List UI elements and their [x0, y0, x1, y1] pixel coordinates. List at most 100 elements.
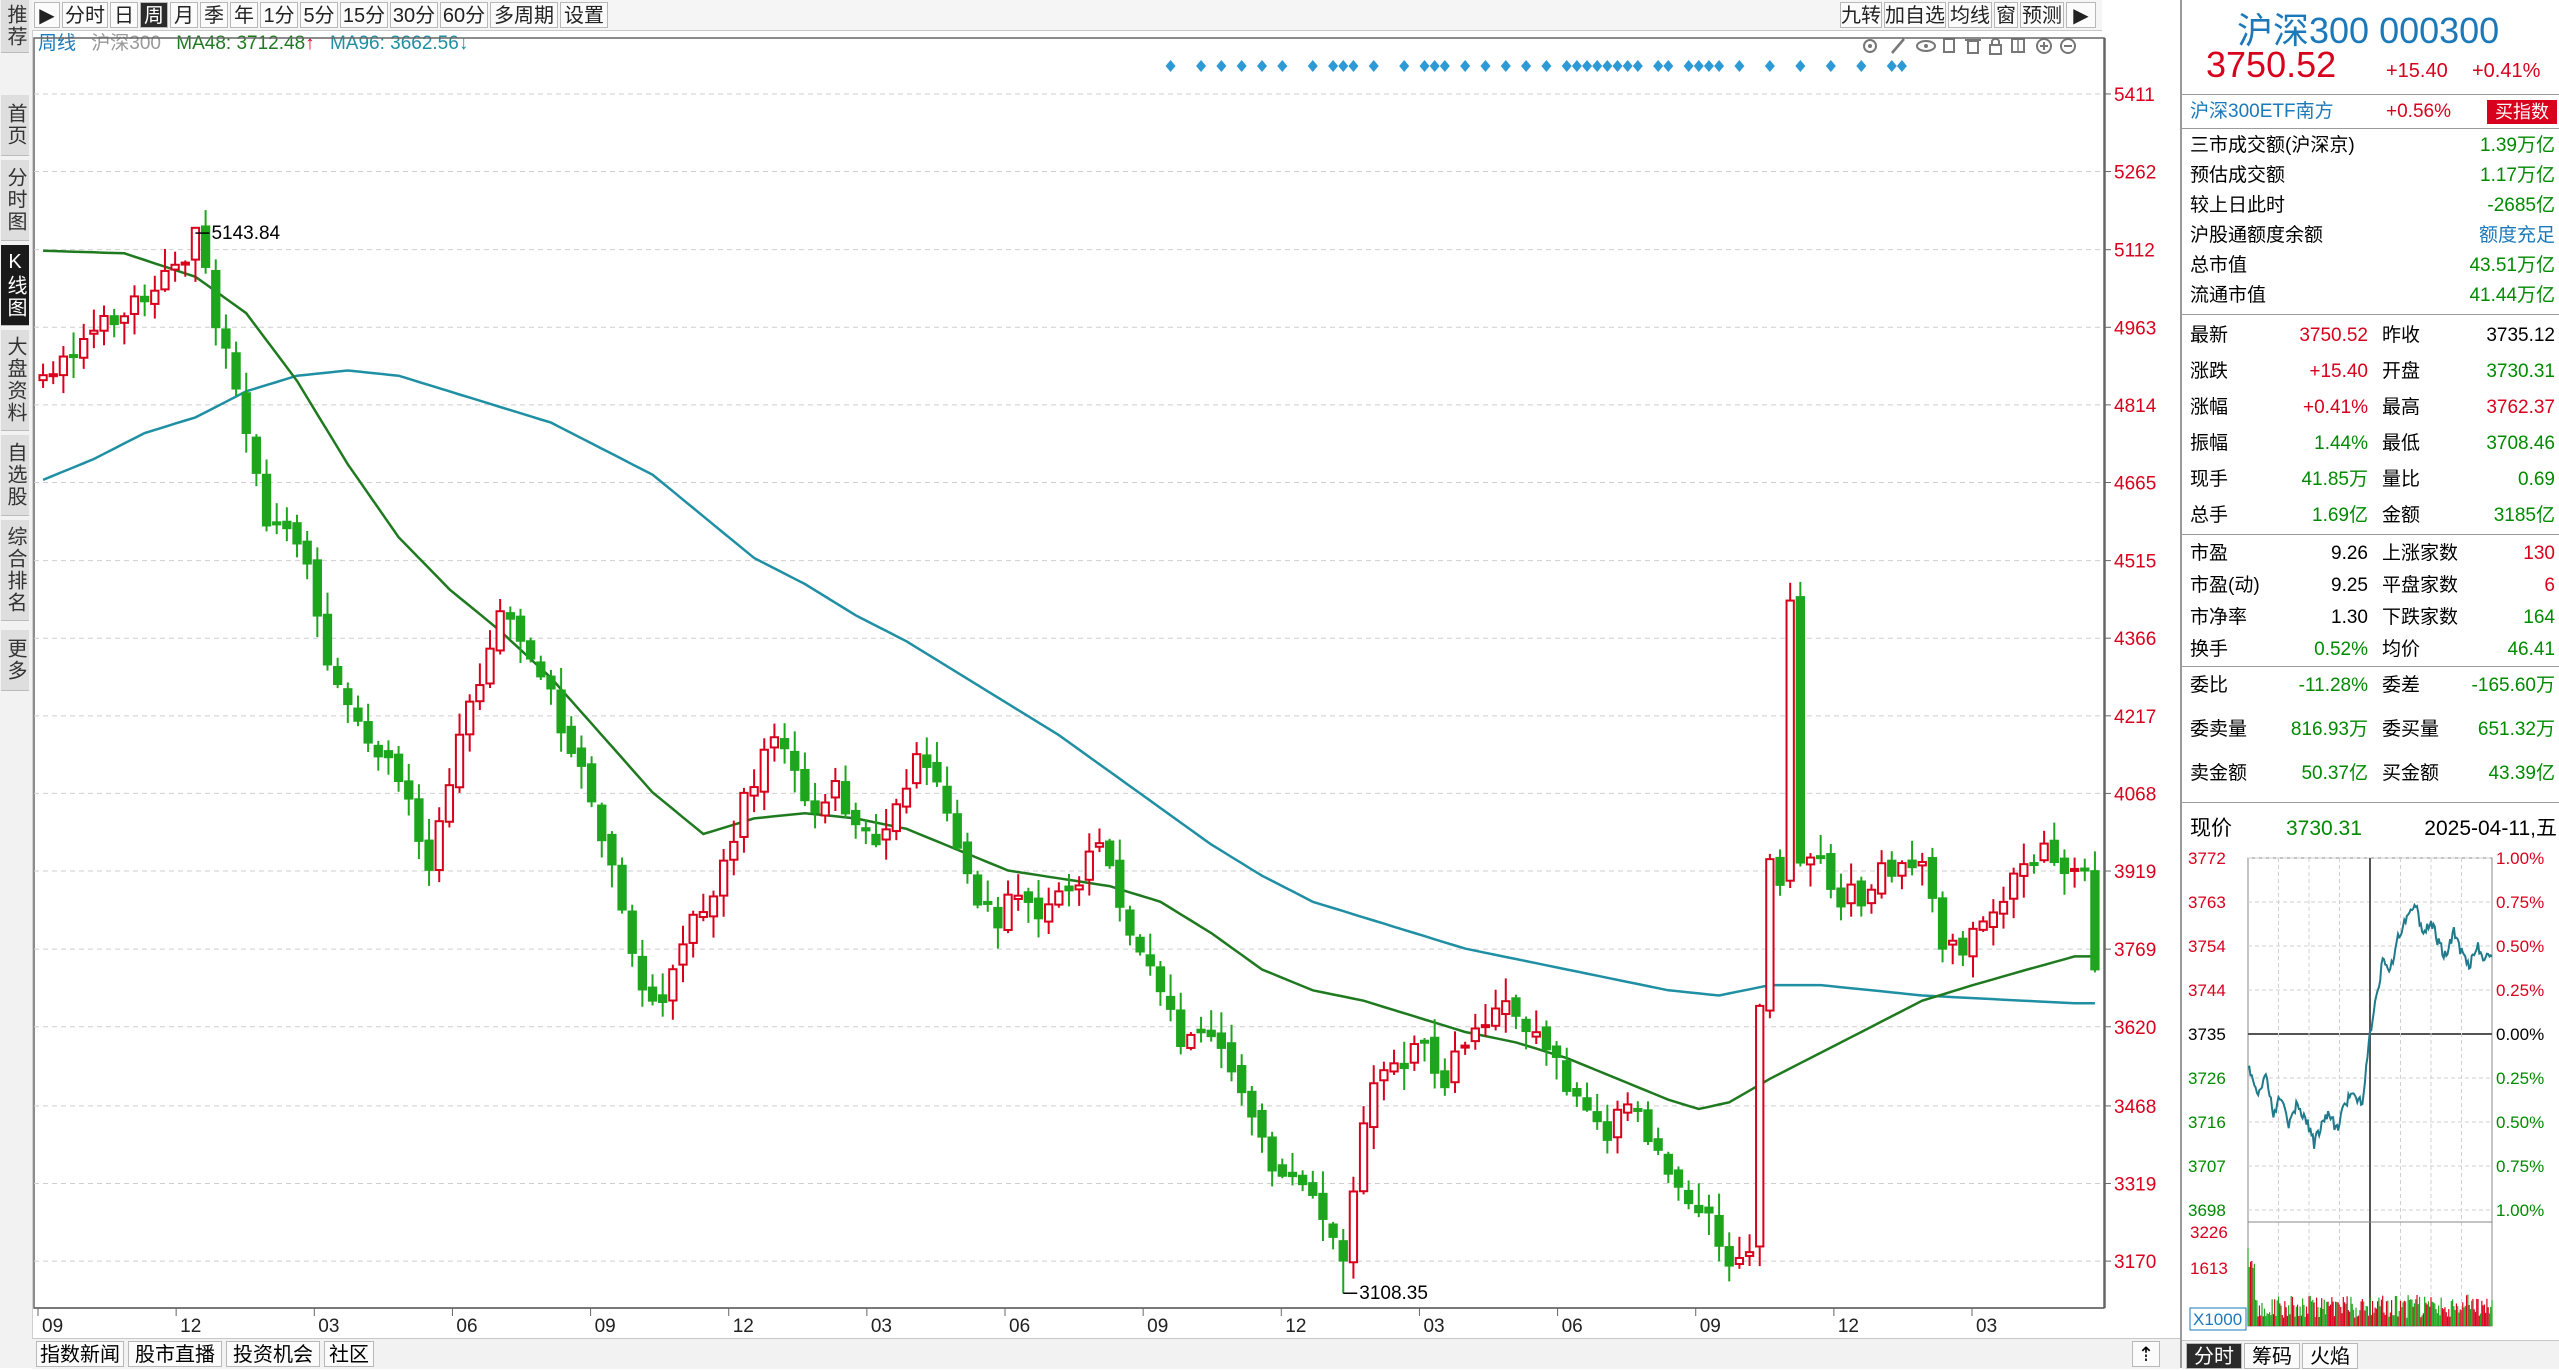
tab-multi-period[interactable]: 多周期: [490, 2, 558, 28]
buy-index-button[interactable]: 买指数: [2487, 100, 2557, 124]
candle: [495, 599, 505, 655]
quote-value: 3730.31: [2486, 361, 2555, 382]
candle-body: [129, 295, 140, 315]
sidebar-item-more[interactable]: 更多: [1, 630, 29, 691]
candle-body: [1846, 883, 1856, 905]
candle: [1287, 1153, 1298, 1186]
tab-5min[interactable]: 5分: [300, 2, 338, 28]
index-price: 3750.52: [2206, 44, 2337, 85]
zoom-in-icon[interactable]: [2036, 38, 2052, 54]
stats-label: 均价: [2382, 639, 2421, 660]
tab-yearly[interactable]: 年: [230, 2, 258, 28]
eye-icon[interactable]: [1916, 40, 1936, 52]
tab-15min[interactable]: 15分: [340, 2, 388, 28]
kline-chart[interactable]: 5411 5262 5112 4963 4814 4665 4515 4366 4217 4068…: [0, 0, 2180, 1338]
info-label: 三市成交额(沪深京): [2190, 135, 2355, 156]
candle-body: [1734, 1257, 1745, 1266]
sidebar-item-recommend[interactable]: 推荐: [1, 0, 29, 53]
candle: [1592, 1093, 1602, 1130]
sidebar-item-market-info[interactable]: 大盘资料: [1, 330, 29, 431]
settings-button[interactable]: 设置: [560, 2, 608, 28]
quote-row: 涨幅 +0.41% 最高 3762.37: [2186, 394, 2559, 422]
x-tick-label: 09: [1700, 1316, 1721, 1337]
copy-icon[interactable]: [1943, 38, 1955, 53]
candle-body: [1369, 1082, 1379, 1129]
tab-index-news[interactable]: 指数新闻: [36, 1341, 124, 1367]
candle-body: [1074, 884, 1084, 891]
sidebar-item-home[interactable]: 首页: [1, 95, 29, 156]
gear-icon[interactable]: [1863, 39, 1877, 53]
candle-body: [1988, 911, 1999, 928]
tab-30min[interactable]: 30分: [390, 2, 438, 28]
etf-name[interactable]: 沪深300ETF南方: [2190, 101, 2334, 122]
candle-body: [343, 688, 353, 706]
candle-body: [911, 753, 922, 785]
sidebar-item-kline[interactable]: K线图: [1, 245, 29, 326]
lock-icon[interactable]: [1989, 37, 2002, 55]
collapse-arrow-icon[interactable]: ▶: [34, 2, 60, 28]
candle-body: [637, 955, 648, 991]
tab-60min[interactable]: 60分: [440, 2, 488, 28]
signal-marker: [1256, 60, 1267, 72]
candle-body: [1633, 1107, 1643, 1112]
grid-icon[interactable]: [2011, 38, 2025, 53]
intraday-chart[interactable]: 3772 1.00% 3763 0.75% 3754 0.50% 3744 0.25% 3735…: [2182, 850, 2559, 1340]
candle: [830, 767, 841, 811]
tab-weekly[interactable]: 周: [140, 2, 168, 28]
tab-monthly[interactable]: 月: [170, 2, 198, 28]
zoom-out-icon[interactable]: [2060, 38, 2076, 54]
signal-marker: [1419, 60, 1430, 72]
sidebar-item-ranking[interactable]: 综合排名: [1, 520, 29, 621]
sidebar-item-timeshare[interactable]: 分时图: [1, 160, 29, 241]
signal-marker: [1480, 60, 1491, 72]
candle: [1623, 1092, 1633, 1122]
forecast-button[interactable]: 预测: [2020, 2, 2064, 28]
sidebar-item-watchlist[interactable]: 自选股: [1, 435, 29, 516]
period-toolbar: ▶ 分时 日 周 月 季 年 1分 5分 15分 30分 60分 多周期 设置 …: [32, 0, 2102, 31]
candle-body: [718, 859, 729, 897]
tab-chips[interactable]: 筹码: [2244, 1343, 2300, 1369]
candle-body: [1998, 900, 2009, 915]
zoom-box[interactable]: [2189, 1307, 2247, 1331]
candle-body: [1683, 1189, 1694, 1205]
tab-flame[interactable]: 火焰: [2302, 1343, 2358, 1369]
candle-body: [1206, 1029, 1216, 1038]
tab-intraday[interactable]: 分时: [2186, 1343, 2242, 1369]
x-tick-label: 03: [871, 1316, 892, 1337]
add-watchlist-button[interactable]: 加自选: [1884, 2, 1946, 28]
quote-value: +0.41%: [2303, 397, 2368, 418]
expand-arrow-icon[interactable]: ▶: [2066, 2, 2096, 28]
tab-1min[interactable]: 1分: [260, 2, 298, 28]
tab-quarterly[interactable]: 季: [200, 2, 228, 28]
candle-body: [1755, 1004, 1765, 1248]
chart-tools: [1863, 37, 2076, 55]
info-label: 沪股通额度余额: [2190, 225, 2324, 246]
x-tick-label: 09: [595, 1316, 616, 1337]
signal-marker: [1307, 60, 1318, 72]
pin-top-icon[interactable]: ⇡: [2132, 1341, 2160, 1367]
candle: [942, 766, 952, 822]
signal-marker: [1439, 60, 1450, 72]
tab-daily[interactable]: 日: [110, 2, 138, 28]
candle-body: [1328, 1223, 1338, 1238]
candle: [1003, 880, 1013, 934]
tab-live[interactable]: 股市直播: [128, 1341, 222, 1367]
nine-turn-button[interactable]: 九转: [1840, 2, 1882, 28]
tab-timeshare[interactable]: 分时: [62, 2, 108, 28]
trash-icon[interactable]: [1965, 39, 1981, 54]
stats-label: 市盈: [2190, 543, 2229, 564]
x-tick-label: 09: [1147, 1316, 1168, 1337]
etf-row[interactable]: 沪深300ETF南方 +0.56% 买指数: [2186, 98, 2559, 126]
candle: [597, 802, 607, 858]
ma-lines-button[interactable]: 均线: [1948, 2, 1992, 28]
zoom-label[interactable]: X1000: [2193, 1310, 2242, 1329]
pen-icon[interactable]: [1891, 38, 1905, 54]
tab-community[interactable]: 社区: [324, 1341, 374, 1367]
candle-body: [1054, 890, 1064, 906]
candle-body: [1531, 1031, 1541, 1038]
candle-body: [1247, 1090, 1257, 1118]
candle-body: [119, 315, 129, 324]
candle: [566, 716, 576, 758]
window-button[interactable]: 窗: [1994, 2, 2018, 28]
tab-opportunities[interactable]: 投资机会: [226, 1341, 320, 1367]
